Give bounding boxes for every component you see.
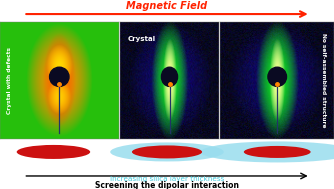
- Circle shape: [268, 67, 287, 86]
- Circle shape: [49, 67, 69, 86]
- Text: Magnetic Field: Magnetic Field: [127, 1, 207, 11]
- Text: Crystal: Crystal: [127, 36, 155, 42]
- Ellipse shape: [17, 145, 90, 159]
- Ellipse shape: [244, 146, 311, 158]
- Ellipse shape: [110, 143, 224, 161]
- Text: No self-assembled structure: No self-assembled structure: [321, 33, 326, 128]
- Circle shape: [161, 67, 178, 86]
- Ellipse shape: [132, 145, 202, 158]
- Text: Crystal with defects: Crystal with defects: [7, 47, 12, 114]
- Text: Increasing silica layer thickness: Increasing silica layer thickness: [110, 176, 224, 182]
- Ellipse shape: [200, 141, 334, 163]
- Text: Screening the dipolar interaction: Screening the dipolar interaction: [95, 181, 239, 189]
